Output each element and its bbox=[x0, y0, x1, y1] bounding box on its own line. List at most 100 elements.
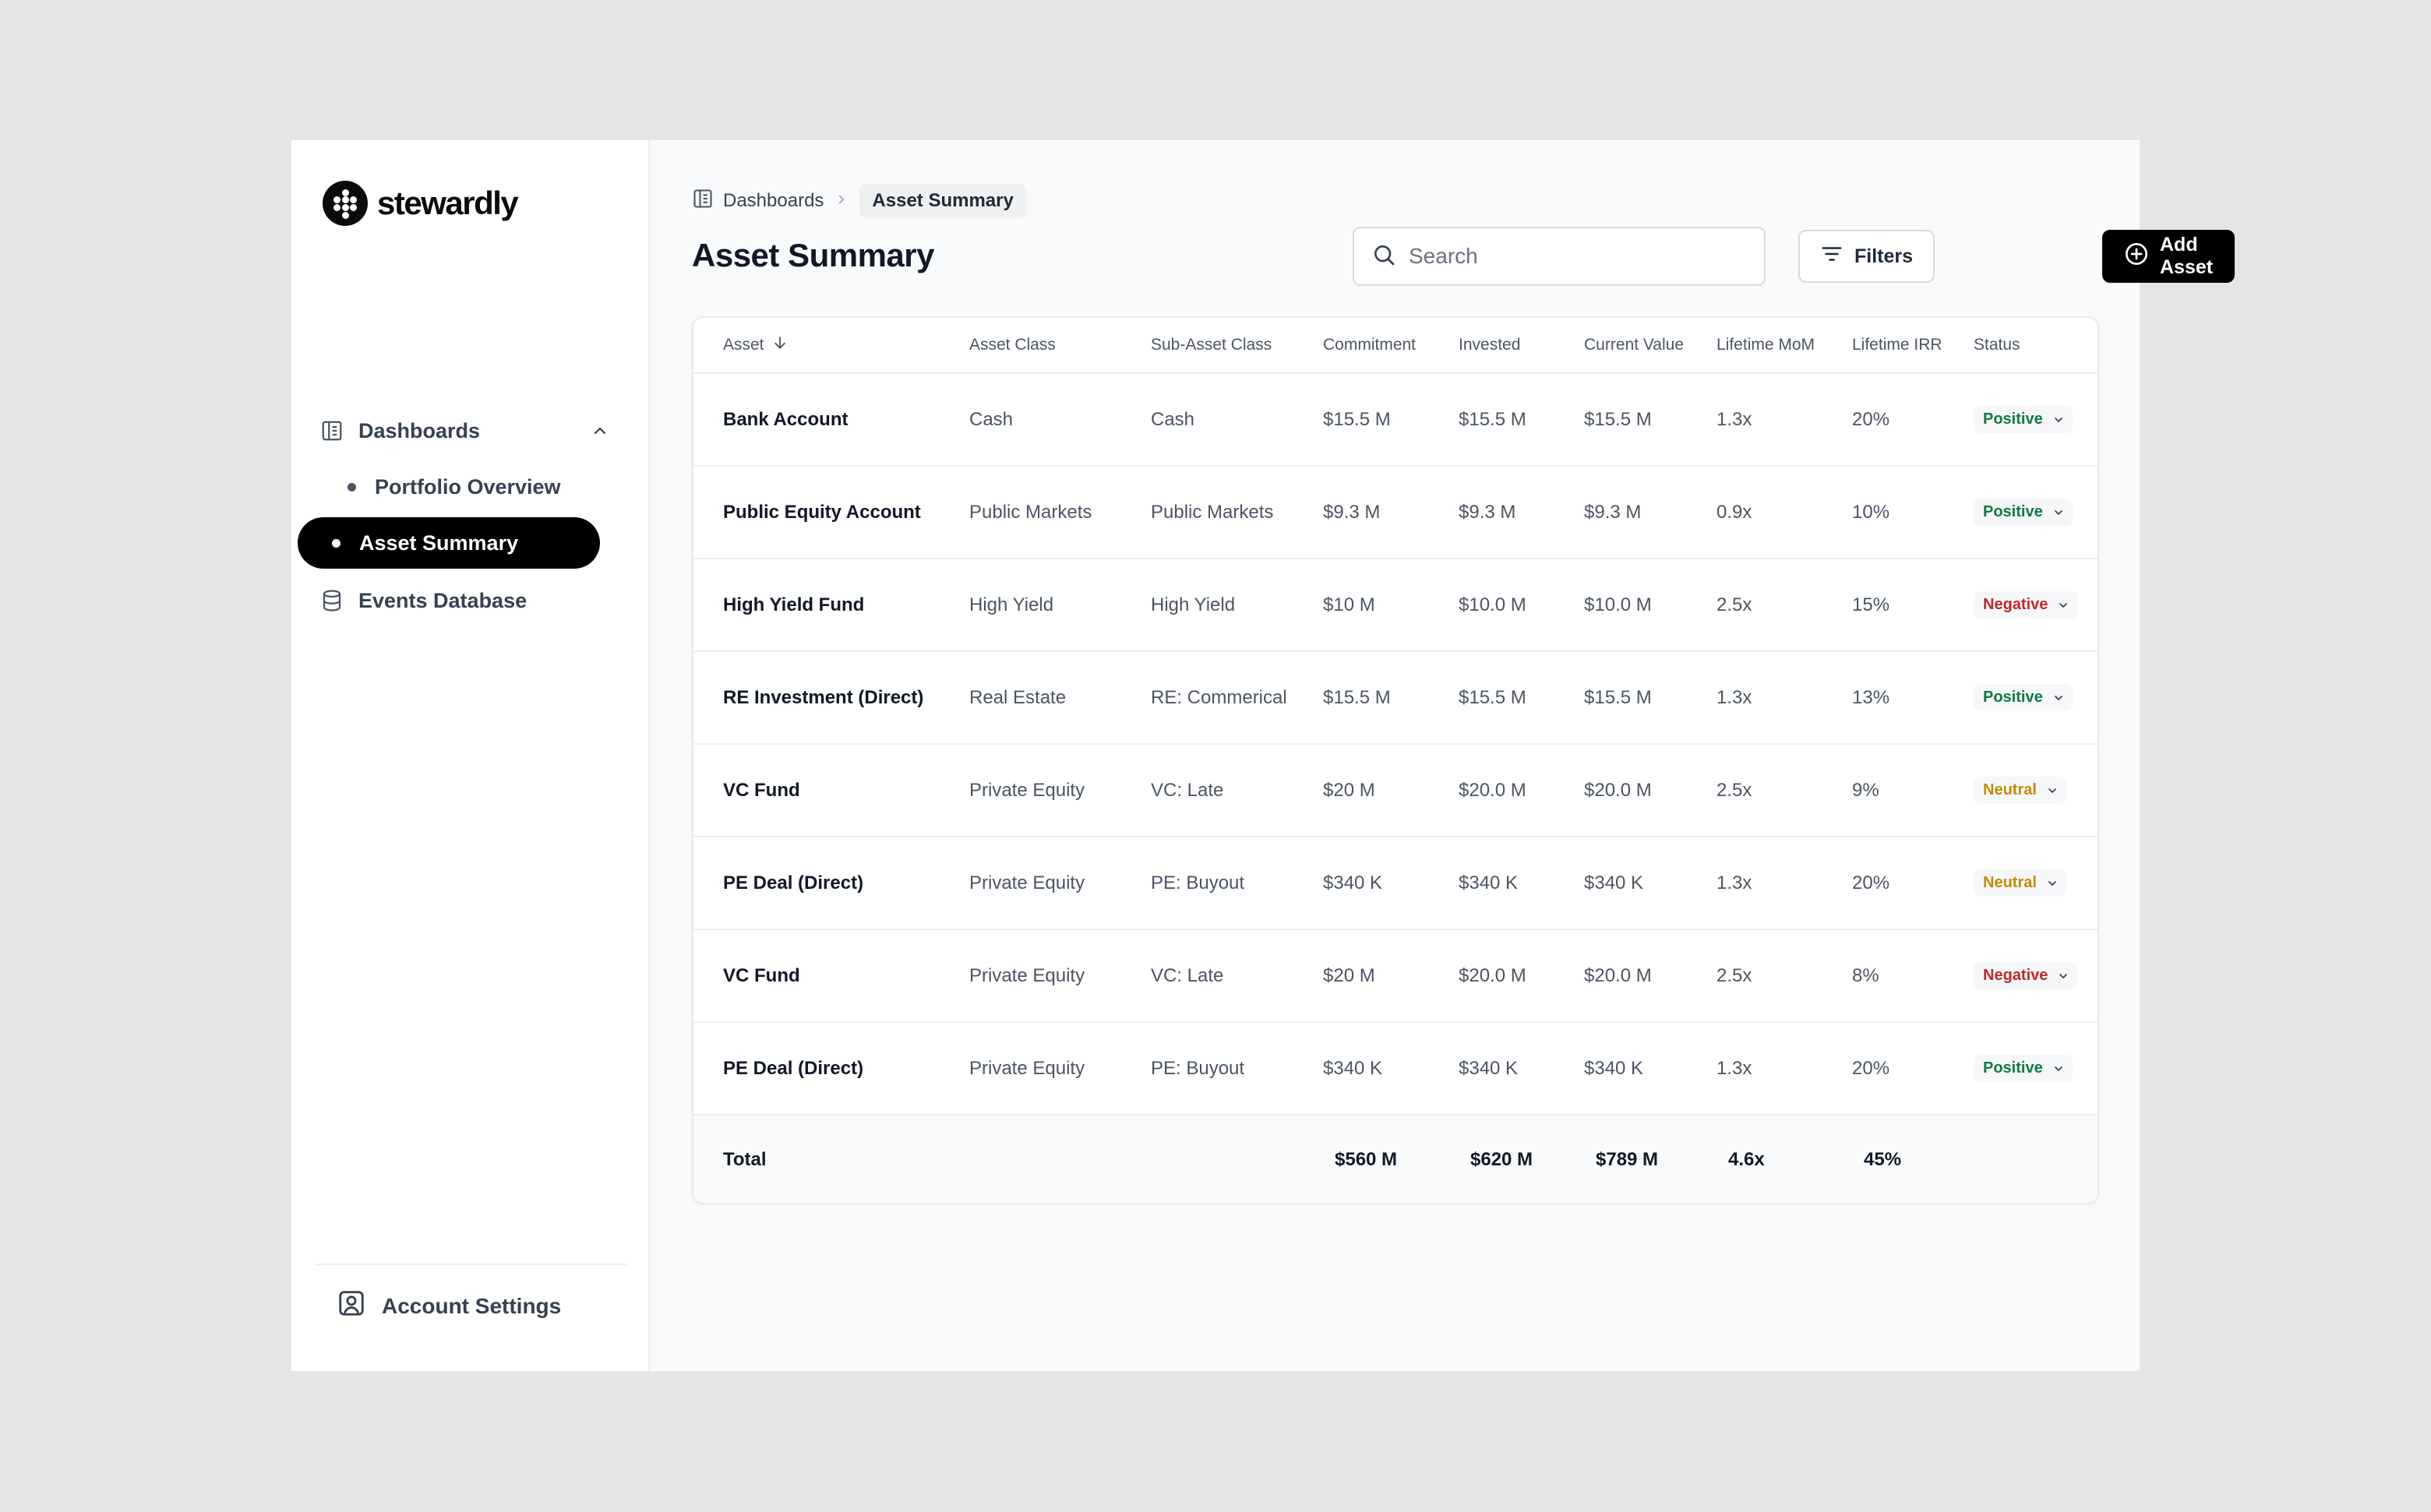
table-body: Bank Account Cash Cash $15.5 M $15.5 M $15.5 … bbox=[693, 374, 2098, 1115]
cell-current-value: $15.5 M bbox=[1584, 408, 1652, 430]
sidebar-item-events-database[interactable]: Events Database bbox=[319, 575, 626, 626]
column-header-invested[interactable]: Invested bbox=[1459, 336, 1521, 354]
table-row[interactable]: RE Investment (Direct) Real Estate RE: Com… bbox=[693, 652, 2098, 745]
chevron-down-icon bbox=[2052, 1063, 2065, 1075]
sidebar-item-account-settings[interactable]: Account Settings bbox=[337, 1288, 561, 1323]
total-invested: $620 M bbox=[1470, 1149, 1533, 1170]
cell-commitment: $20 M bbox=[1323, 964, 1375, 986]
cell-asset: Bank Account bbox=[723, 408, 849, 430]
breadcrumb-dashboards[interactable]: Dashboards bbox=[692, 188, 824, 215]
column-header-current-value[interactable]: Current Value bbox=[1584, 336, 1685, 354]
column-header-asset-class[interactable]: Asset Class bbox=[969, 336, 1056, 354]
cell-lifetime-irr: 10% bbox=[1852, 501, 1890, 523]
cell-invested: $340 K bbox=[1459, 1057, 1519, 1079]
status-dropdown[interactable]: Positive bbox=[1974, 684, 2073, 711]
plus-circle-icon bbox=[2124, 241, 2149, 272]
cell-asset: PE Deal (Direct) bbox=[723, 872, 864, 893]
cell-status: Negative bbox=[1974, 591, 2091, 619]
status-dropdown[interactable]: Neutral bbox=[1974, 869, 2066, 897]
sidebar-nav: Dashboards Portfolio Overview Asset Summ… bbox=[298, 405, 626, 626]
brand-logo[interactable]: stewardly bbox=[323, 181, 519, 226]
cell-current-value: $340 K bbox=[1584, 1057, 1644, 1079]
total-label: Total bbox=[723, 1149, 767, 1170]
sidebar-item-dashboards[interactable]: Dashboards bbox=[319, 405, 626, 456]
column-header-lifetime-mom[interactable]: Lifetime MoM bbox=[1717, 336, 1815, 354]
bullet-icon bbox=[332, 538, 340, 548]
status-label: Positive bbox=[1983, 503, 2043, 520]
status-label: Neutral bbox=[1983, 781, 2037, 798]
cell-commitment: $340 K bbox=[1323, 872, 1383, 893]
search-icon bbox=[1371, 242, 1396, 271]
cell-sub-asset-class: Cash bbox=[1151, 408, 1195, 430]
table-row[interactable]: PE Deal (Direct) Private Equity PE: Buyout… bbox=[693, 1023, 2098, 1115]
cell-asset-class: Real Estate bbox=[969, 686, 1067, 708]
sidebar-item-label: Asset Summary bbox=[359, 530, 519, 555]
cell-lifetime-irr: 13% bbox=[1852, 686, 1890, 708]
table-row[interactable]: Public Equity Account Public Markets Publi… bbox=[693, 467, 2098, 559]
filters-button[interactable]: Filters bbox=[1798, 230, 1935, 283]
cell-commitment: $10 M bbox=[1323, 594, 1375, 615]
table-row[interactable]: VC Fund Private Equity VC: Late $20 M $20.0 … bbox=[693, 930, 2098, 1023]
sidebar-item-asset-summary[interactable]: Asset Summary bbox=[298, 517, 600, 569]
cell-lifetime-irr: 15% bbox=[1852, 594, 1890, 615]
chevron-down-icon bbox=[2052, 414, 2065, 426]
cell-asset: RE Investment (Direct) bbox=[723, 686, 924, 708]
chevron-down-icon bbox=[2057, 970, 2069, 982]
cell-status: Positive bbox=[1974, 499, 2091, 526]
cell-invested: $15.5 M bbox=[1459, 686, 1526, 708]
chevron-down-icon bbox=[2052, 692, 2065, 704]
cell-lifetime-irr: 20% bbox=[1852, 872, 1890, 893]
search-input[interactable] bbox=[1409, 244, 1747, 269]
filter-icon bbox=[1820, 242, 1844, 271]
cell-asset: Public Equity Account bbox=[723, 501, 921, 523]
status-dropdown[interactable]: Neutral bbox=[1974, 777, 2066, 804]
cell-status: Neutral bbox=[1974, 869, 2091, 897]
sidebar-item-portfolio-overview[interactable]: Portfolio Overview bbox=[319, 461, 626, 513]
cell-lifetime-mom: 1.3x bbox=[1717, 872, 1752, 893]
cell-current-value: $20.0 M bbox=[1584, 779, 1652, 801]
column-header-status[interactable]: Status bbox=[1974, 336, 2020, 354]
brand-name: stewardly bbox=[377, 185, 519, 221]
status-dropdown[interactable]: Negative bbox=[1974, 962, 2078, 989]
table-row[interactable]: VC Fund Private Equity VC: Late $20 M $20.0 … bbox=[693, 745, 2098, 837]
cell-status: Positive bbox=[1974, 684, 2091, 711]
table-row[interactable]: PE Deal (Direct) Private Equity PE: Buyout… bbox=[693, 837, 2098, 930]
search-box[interactable] bbox=[1353, 227, 1766, 286]
cell-current-value: $340 K bbox=[1584, 872, 1644, 893]
cell-current-value: $15.5 M bbox=[1584, 686, 1652, 708]
status-dropdown[interactable]: Positive bbox=[1974, 1055, 2073, 1082]
cell-status: Neutral bbox=[1974, 777, 2091, 804]
cell-asset: VC Fund bbox=[723, 779, 800, 801]
chevron-down-icon bbox=[2046, 877, 2059, 890]
column-header-asset[interactable]: Asset bbox=[693, 335, 969, 355]
cell-status: Positive bbox=[1974, 406, 2091, 433]
column-header-lifetime-irr[interactable]: Lifetime IRR bbox=[1852, 336, 1942, 354]
table-row[interactable]: High Yield Fund High Yield High Yield $10 M… bbox=[693, 559, 2098, 652]
total-current-value: $789 M bbox=[1596, 1149, 1659, 1170]
table-row[interactable]: Bank Account Cash Cash $15.5 M $15.5 M $15.5 … bbox=[693, 374, 2098, 467]
cell-lifetime-mom: 1.3x bbox=[1717, 1057, 1752, 1079]
cell-asset: VC Fund bbox=[723, 964, 800, 986]
dashboard-icon bbox=[319, 418, 344, 443]
breadcrumb-current[interactable]: Asset Summary bbox=[859, 184, 1026, 218]
cell-commitment: $20 M bbox=[1323, 779, 1375, 801]
status-dropdown[interactable]: Positive bbox=[1974, 499, 2073, 526]
status-label: Negative bbox=[1983, 596, 2048, 613]
cell-invested: $15.5 M bbox=[1459, 408, 1526, 430]
status-dropdown[interactable]: Negative bbox=[1974, 591, 2078, 619]
chevron-up-icon[interactable] bbox=[589, 420, 611, 442]
sidebar-divider bbox=[316, 1264, 626, 1265]
cell-commitment: $15.5 M bbox=[1323, 686, 1391, 708]
column-header-commitment[interactable]: Commitment bbox=[1323, 336, 1417, 354]
cell-lifetime-mom: 1.3x bbox=[1717, 686, 1752, 708]
cell-sub-asset-class: VC: Late bbox=[1151, 964, 1224, 986]
table-header: Asset Asset Class Sub-Asset Class Commit… bbox=[693, 318, 2098, 374]
add-asset-button[interactable]: Add Asset bbox=[2102, 230, 2235, 283]
cell-invested: $10.0 M bbox=[1459, 594, 1526, 615]
cell-lifetime-mom: 1.3x bbox=[1717, 408, 1752, 430]
cell-asset-class: High Yield bbox=[969, 594, 1054, 615]
status-dropdown[interactable]: Positive bbox=[1974, 406, 2073, 433]
cell-sub-asset-class: RE: Commerical bbox=[1151, 686, 1287, 708]
column-header-sub-asset-class[interactable]: Sub-Asset Class bbox=[1151, 336, 1272, 354]
sidebar-item-label: Account Settings bbox=[382, 1293, 562, 1318]
